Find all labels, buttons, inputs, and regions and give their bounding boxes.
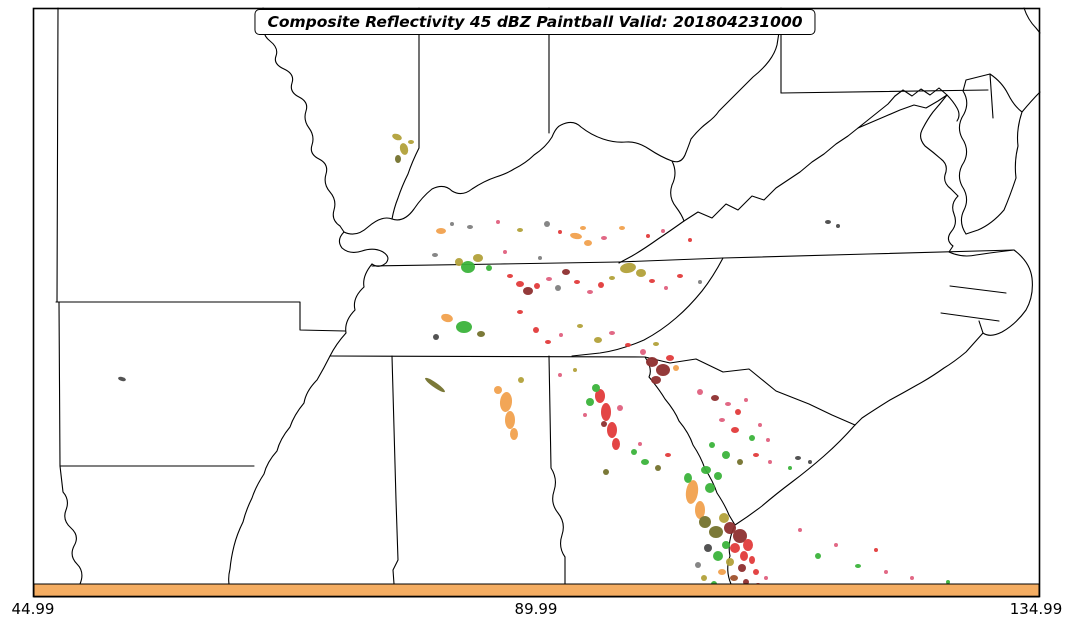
x-tick-center: 89.99 (514, 600, 558, 618)
state-boundaries (55, 7, 1041, 585)
paintball-blobs (118, 133, 988, 590)
map-title: Composite Reflectivity 45 dBZ Paintball … (254, 9, 816, 35)
map-frame (32, 7, 1041, 598)
x-tick-right: 134.99 (1009, 600, 1063, 618)
x-tick-left: 44.99 (11, 600, 55, 618)
bottom-color-bar (33, 583, 1040, 598)
